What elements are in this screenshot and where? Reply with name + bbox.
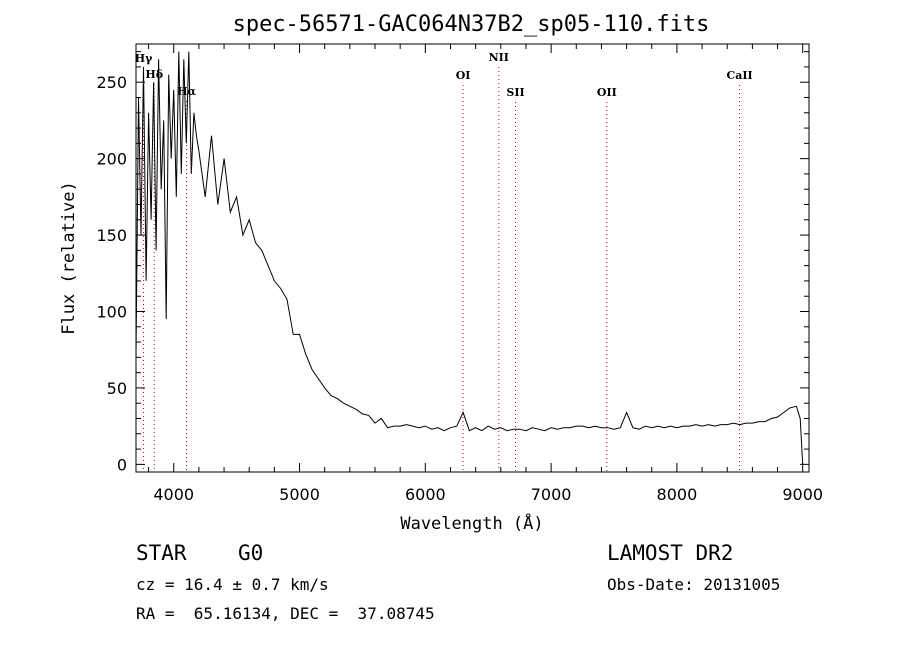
spectral-line-label: OII: [597, 86, 617, 99]
spectral-line-label: Hδ: [145, 68, 163, 81]
spectral-line-label: OI: [456, 69, 471, 82]
redshift-cz: cz = 16.4 ± 0.7 km/s: [136, 575, 329, 594]
x-tick-label: 6000: [405, 485, 446, 504]
y-axis-label: Flux (relative): [59, 181, 79, 335]
y-tick-label: 100: [96, 303, 127, 322]
spectrum-series-line: [135, 51, 804, 465]
object-class: STAR: [136, 541, 187, 565]
x-tick-label: 5000: [279, 485, 320, 504]
x-axis-ticks: 4000 5000 6000 7000 8000 9000: [148, 44, 823, 504]
x-tick-label: 8000: [657, 485, 698, 504]
y-tick-label: 250: [96, 73, 127, 92]
spectral-line-label: NII: [489, 51, 509, 64]
x-tick-label: 7000: [531, 485, 572, 504]
chart-title: spec-56571-GAC064N37B2_sp05-110.fits: [233, 12, 710, 37]
spectral-line-label: Hγ: [135, 52, 153, 65]
y-tick-label: 200: [96, 150, 127, 169]
plot-frame: [135, 43, 810, 473]
spectral-line-label: Hα: [177, 85, 196, 98]
y-axis-ticks: 0 50 100 150 200 250: [96, 51, 809, 474]
y-tick-label: 150: [96, 226, 127, 245]
ra-dec-coordinates: RA = 65.16134, DEC = 37.08745: [136, 604, 435, 623]
x-tick-label: 4000: [153, 485, 194, 504]
y-tick-label: 0: [117, 455, 127, 474]
spectral-line-label: CaII: [726, 69, 752, 82]
spectral-line-markers: Hγ Hδ Hα OI NII SII OII CaII: [135, 51, 753, 472]
x-axis-label: Wavelength (Å): [400, 512, 543, 534]
object-subclass: G0: [238, 541, 264, 565]
spectral-line-label: SII: [506, 86, 524, 99]
y-tick-label: 50: [107, 379, 127, 398]
x-tick-label: 9000: [782, 485, 823, 504]
survey-name: LAMOST DR2: [607, 541, 734, 565]
observation-date: Obs-Date: 20131005: [607, 575, 781, 594]
